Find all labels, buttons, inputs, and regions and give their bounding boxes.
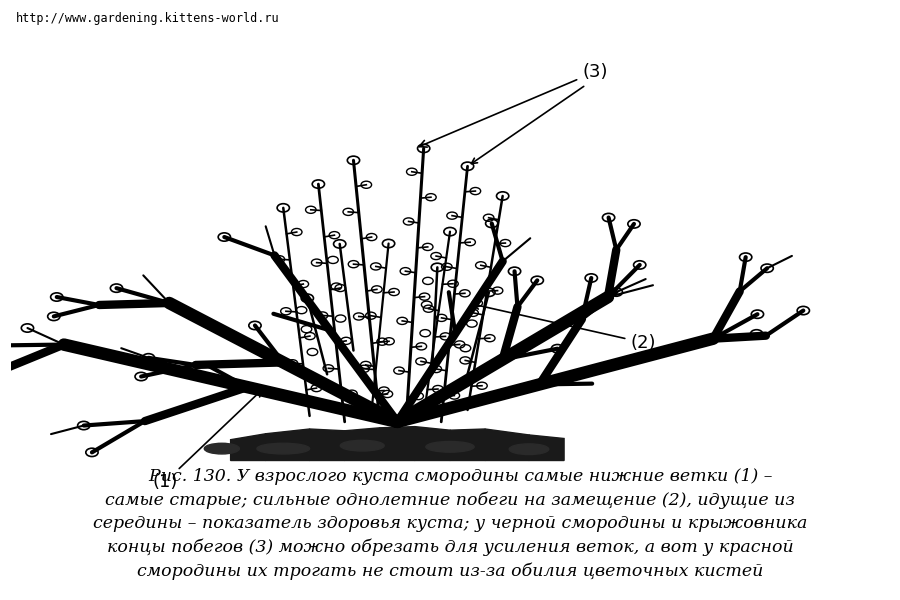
Polygon shape <box>450 429 485 461</box>
Text: (1): (1) <box>152 389 263 491</box>
Polygon shape <box>380 427 415 461</box>
Ellipse shape <box>426 442 474 452</box>
Ellipse shape <box>340 440 384 451</box>
Polygon shape <box>230 434 266 461</box>
Polygon shape <box>345 428 380 461</box>
Text: Рис. 130. У взрослого куста смородины самые нижние ветки (1) –: Рис. 130. У взрослого куста смородины са… <box>127 467 773 485</box>
Polygon shape <box>529 435 564 461</box>
Polygon shape <box>310 429 345 461</box>
Polygon shape <box>266 429 310 461</box>
Text: смородины их трогать не стоит из-за обилия цветочных кистей: смородины их трогать не стоит из-за обил… <box>137 563 763 580</box>
Text: (3): (3) <box>419 63 608 147</box>
Ellipse shape <box>204 443 239 454</box>
Text: середины – показатель здоровья куста; у черной смородины и крыжовника: середины – показатель здоровья куста; у … <box>93 515 807 532</box>
Ellipse shape <box>509 444 549 455</box>
Text: (2): (2) <box>472 302 656 352</box>
Text: самые старые; сильные однолетние побеги на замещение (2), идущие из: самые старые; сильные однолетние побеги … <box>105 491 795 509</box>
Text: концы побегов (3) можно обрезать для усиления веток, а вот у красной: концы побегов (3) можно обрезать для уси… <box>106 539 794 556</box>
Polygon shape <box>485 429 529 461</box>
Polygon shape <box>415 427 450 461</box>
Ellipse shape <box>256 443 310 454</box>
Text: http://www.gardening.kittens-world.ru: http://www.gardening.kittens-world.ru <box>15 11 279 25</box>
